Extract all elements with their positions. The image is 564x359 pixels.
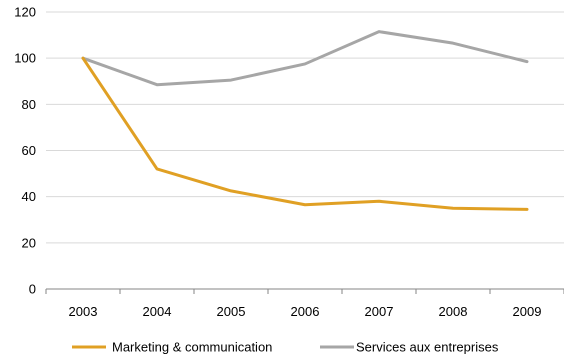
x-axis-ticks [45, 289, 564, 294]
y-tick-label: 20 [22, 235, 36, 250]
series-line-1 [81, 30, 529, 87]
legend-label: Marketing & communication [112, 340, 272, 355]
series-lines [81, 30, 529, 211]
x-axis-tick-labels: 2003 2004 2005 2006 2007 2008 2009 [69, 304, 542, 319]
y-tick-label: 120 [14, 5, 36, 20]
y-tick-label: 0 [29, 282, 36, 297]
x-tick-label: 2004 [143, 304, 172, 319]
series-line-0 [81, 56, 529, 211]
y-axis-tick-labels: 0 20 40 60 80 100 120 [14, 5, 36, 297]
legend: Marketing & communication Services aux en… [72, 340, 499, 355]
y-gridlines [46, 11, 564, 244]
legend-label: Services aux entreprises [356, 340, 499, 355]
y-tick-label: 100 [14, 51, 36, 66]
x-tick-label: 2009 [513, 304, 542, 319]
y-tick-label: 60 [22, 143, 36, 158]
y-tick-label: 40 [22, 189, 36, 204]
y-tick-label: 80 [22, 97, 36, 112]
x-tick-label: 2007 [365, 304, 394, 319]
x-tick-label: 2005 [217, 304, 246, 319]
x-tick-label: 2006 [291, 304, 320, 319]
x-tick-label: 2003 [69, 304, 98, 319]
x-tick-label: 2008 [439, 304, 468, 319]
